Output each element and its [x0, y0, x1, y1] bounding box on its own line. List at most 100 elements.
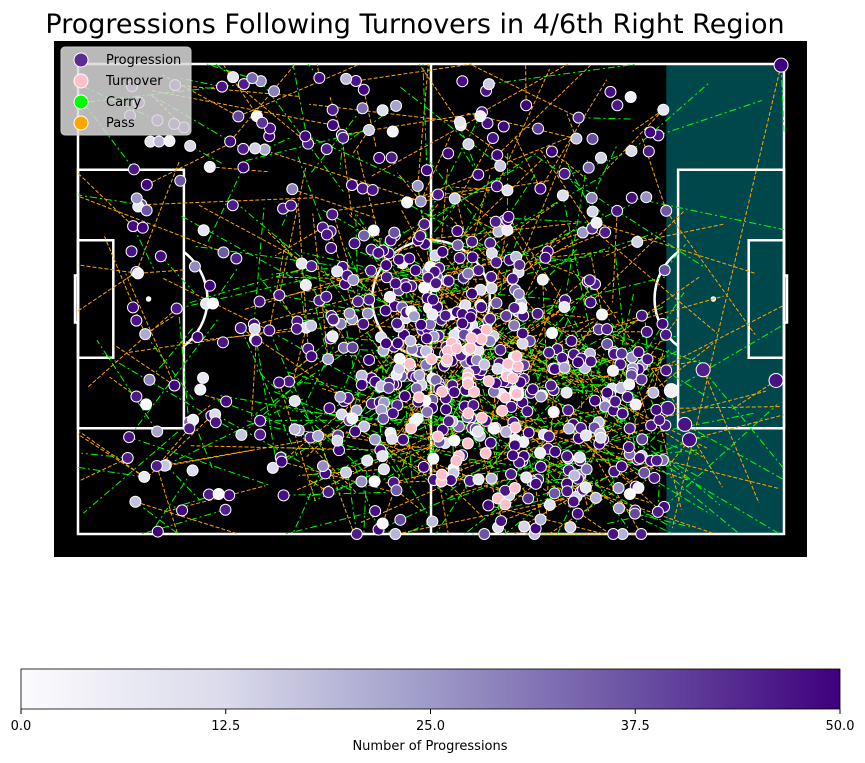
progression-point [389, 277, 402, 290]
progression-link [149, 327, 194, 381]
highlight-region [666, 64, 784, 534]
legend-marker-pass [73, 115, 89, 131]
progression-point [482, 499, 495, 512]
progression-link [313, 256, 398, 375]
progression-point [641, 353, 654, 366]
progression-point [284, 199, 297, 212]
progression-point [212, 487, 225, 500]
progression-link [732, 380, 777, 410]
progression-point [364, 264, 377, 277]
legend-marker-progression [73, 52, 89, 68]
turnover-point [462, 407, 475, 420]
progression-link [496, 411, 549, 450]
progression-point [184, 139, 197, 152]
progression-point [651, 505, 664, 518]
progression-link [338, 361, 394, 451]
progression-link [219, 394, 351, 419]
progression-point [426, 308, 439, 321]
progression-link [418, 63, 462, 126]
progression-point [427, 293, 440, 306]
progression-point [482, 78, 495, 91]
progression-point [188, 260, 201, 273]
progression-link [488, 63, 638, 85]
progression-link [160, 255, 195, 293]
progression-point [216, 80, 229, 93]
progression-link [572, 269, 643, 366]
progression-point [130, 314, 143, 327]
progression-point [546, 327, 559, 340]
progression-point [487, 422, 500, 435]
progression-link [268, 244, 286, 331]
chart-title: Progressions Following Turnovers in 4/6t… [45, 9, 784, 40]
progression-link [355, 63, 472, 82]
progression-link [631, 292, 685, 374]
progression-link [410, 112, 483, 249]
progression-point [325, 241, 338, 254]
progression-point [220, 395, 233, 408]
progression-point [660, 400, 676, 416]
progression-point [442, 147, 455, 160]
progression-point [361, 454, 374, 467]
progression-link [500, 491, 581, 511]
progression-point [140, 398, 153, 411]
progression-point [622, 441, 635, 454]
progression-point [677, 416, 693, 432]
progression-point [426, 515, 439, 528]
progression-link [77, 264, 139, 274]
progression-point [176, 504, 189, 517]
progression-link [537, 313, 667, 402]
progression-link [417, 384, 468, 418]
progression-point [151, 525, 164, 538]
progression-point [545, 379, 558, 392]
progression-point [650, 403, 663, 416]
progression-link [381, 329, 481, 411]
progression-point [320, 228, 333, 241]
progression-point [599, 226, 612, 239]
progression-point [521, 405, 534, 418]
progression-point [420, 164, 433, 177]
progression-point [472, 264, 485, 277]
progression-link [616, 210, 704, 267]
progression-link [511, 217, 597, 224]
progression-point [203, 279, 216, 292]
progression-point [224, 135, 237, 148]
progression-point [348, 237, 361, 250]
progression-point [140, 204, 153, 217]
progression-point [512, 287, 525, 300]
progression-point [568, 469, 581, 482]
progression-point [219, 503, 232, 516]
progression-link [568, 428, 711, 515]
progression-point [322, 353, 335, 366]
progression-link [591, 228, 718, 334]
progression-link [561, 370, 614, 426]
progression-point [572, 111, 585, 124]
progression-point [529, 477, 542, 490]
progression-point [256, 116, 269, 129]
progression-link [96, 340, 158, 432]
progression-point [186, 464, 199, 477]
progression-link [479, 398, 550, 437]
progression-point [451, 239, 464, 252]
progression-point [140, 178, 153, 191]
progression-point [478, 358, 491, 371]
progression-link [429, 449, 539, 481]
progression-link [291, 327, 307, 387]
progression-link [396, 489, 423, 512]
progression-point [600, 323, 613, 336]
progression-link [509, 335, 643, 440]
progression-link [635, 342, 714, 405]
progression-point [565, 334, 578, 347]
progression-point [367, 224, 380, 237]
turnover-point [435, 468, 448, 481]
progression-point [379, 304, 392, 317]
progression-link [564, 173, 606, 218]
progression-point [168, 379, 181, 392]
progression-point [305, 350, 318, 363]
progression-link [637, 223, 726, 243]
turnover-point [510, 350, 523, 363]
progression-link [162, 74, 239, 117]
turnover-point [475, 333, 488, 346]
progression-point [579, 429, 592, 442]
progression-point [612, 502, 625, 515]
progression-link [631, 82, 710, 152]
